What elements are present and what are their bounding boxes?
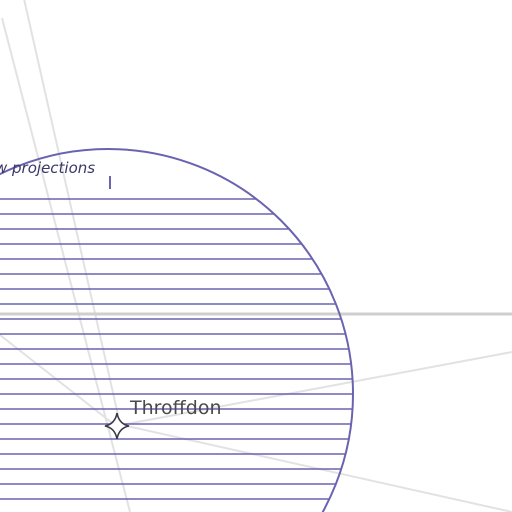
four-point-star-icon[interactable] xyxy=(104,412,130,440)
place-throffdon[interactable]: Throffdon xyxy=(104,397,221,440)
region-boundary xyxy=(0,148,354,512)
road-diagonal-west xyxy=(23,0,119,416)
road-north-south xyxy=(1,17,131,512)
place-label: Throffdon xyxy=(129,397,221,419)
region-label: w projections xyxy=(0,159,95,177)
region-area[interactable] xyxy=(0,148,380,512)
region-hatching xyxy=(0,198,353,500)
road-east xyxy=(115,351,512,427)
road-west-southeast xyxy=(0,334,117,427)
